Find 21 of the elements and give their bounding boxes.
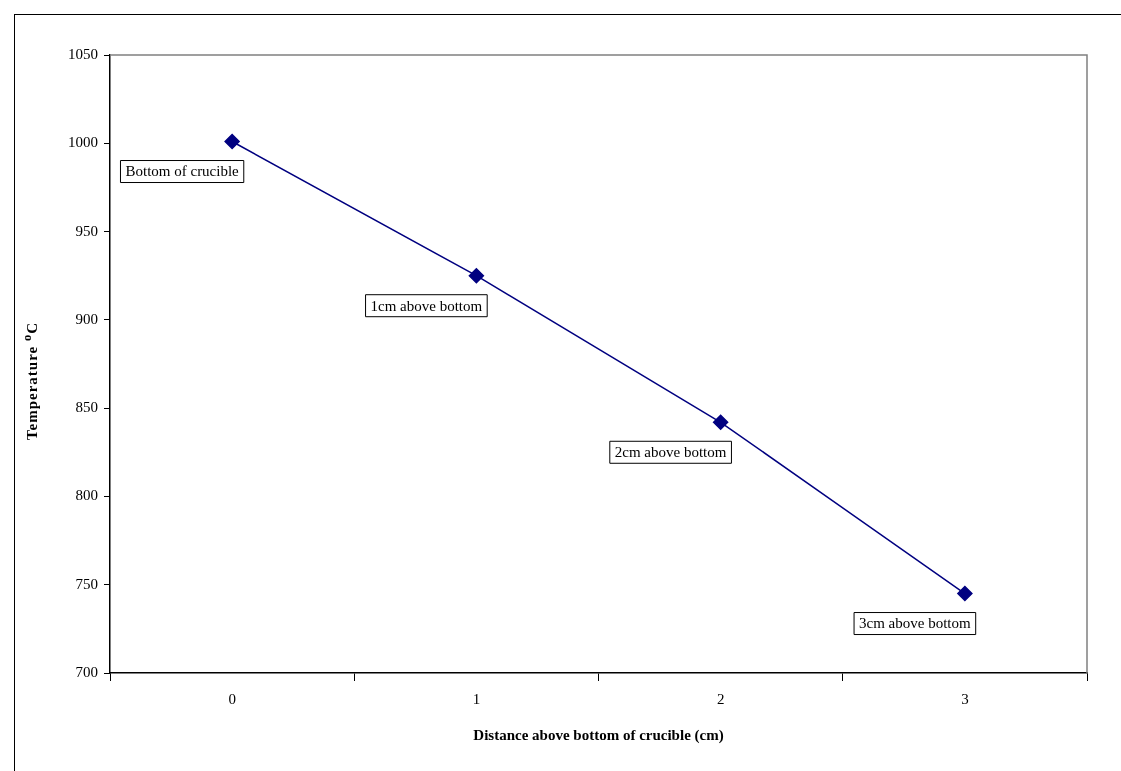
x-tick-label: 2 xyxy=(716,690,725,707)
y-tick-label: 750 xyxy=(75,575,98,592)
x-tick-label: 3 xyxy=(961,690,969,707)
point xyxy=(957,585,973,602)
annotation: 3cm above bottom xyxy=(859,615,972,632)
y-tick-label: 900 xyxy=(75,310,98,327)
point xyxy=(712,414,729,431)
point xyxy=(468,267,485,284)
annotation: 1cm above bottom xyxy=(370,297,483,314)
x-axis-title: Distance above bottom of crucible (cm) xyxy=(473,726,724,744)
y-tick-label: 800 xyxy=(75,487,98,504)
y-tick-label: 850 xyxy=(75,399,98,416)
y-tick-label: 1050 xyxy=(68,45,98,62)
point xyxy=(224,133,240,150)
y-tick-label: 950 xyxy=(75,222,98,239)
y-tick-label: 700 xyxy=(75,663,98,680)
x-tick-label: 1 xyxy=(472,690,481,707)
x-tick-label: 0 xyxy=(228,690,236,707)
annotation: 2cm above bottom xyxy=(614,444,727,461)
annotation: Bottom of crucible xyxy=(125,163,240,180)
y-tick-label: 1000 xyxy=(68,134,98,151)
